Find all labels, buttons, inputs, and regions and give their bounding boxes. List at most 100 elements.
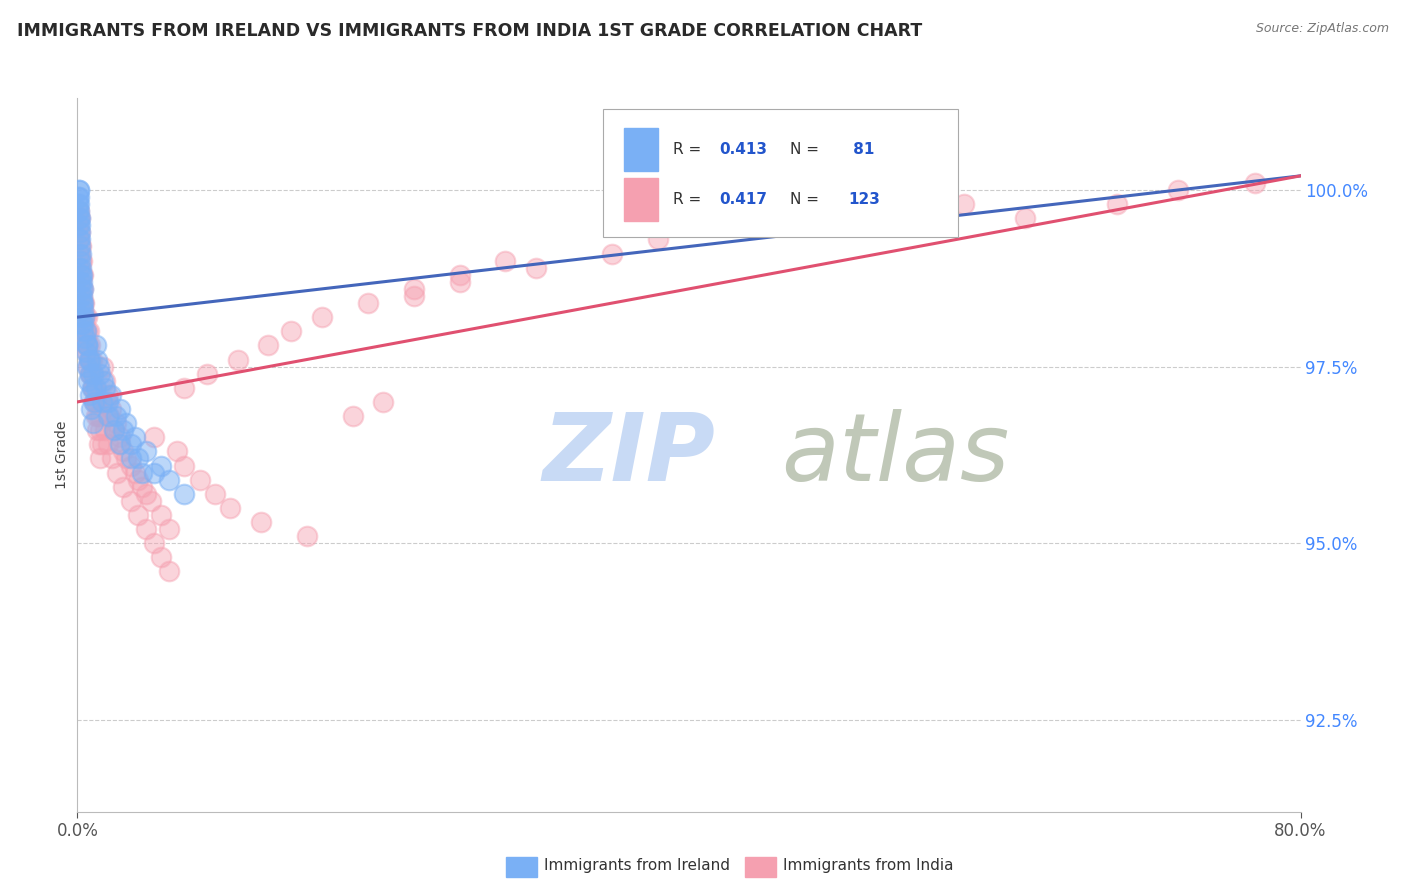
- Text: Immigrants from Ireland: Immigrants from Ireland: [544, 858, 730, 872]
- Point: [76, 324, 98, 338]
- Text: R =: R =: [673, 142, 706, 157]
- Point: [75, 338, 97, 352]
- Point: [72, 303, 94, 318]
- Point: [105, 466, 128, 480]
- Point: [76, 338, 98, 352]
- Point: [90, 395, 112, 409]
- Point: [70, 282, 93, 296]
- Point: [1014, 211, 1036, 226]
- Point: [79, 338, 101, 352]
- Point: [1243, 176, 1265, 190]
- Point: [1167, 183, 1189, 197]
- Point: [69, 260, 91, 275]
- Point: [69, 253, 91, 268]
- Point: [70, 260, 93, 275]
- Point: [79, 367, 101, 381]
- Y-axis label: 1st Grade: 1st Grade: [55, 421, 69, 489]
- Point: [72, 310, 94, 325]
- Point: [77, 352, 100, 367]
- Point: [73, 331, 96, 345]
- Point: [188, 473, 211, 487]
- Point: [157, 522, 180, 536]
- Point: [72, 317, 94, 331]
- Point: [70, 289, 93, 303]
- Point: [67, 190, 90, 204]
- Point: [97, 437, 120, 451]
- Point: [69, 232, 91, 246]
- Point: [800, 204, 823, 219]
- Point: [219, 500, 242, 515]
- Point: [204, 487, 226, 501]
- Point: [69, 225, 91, 239]
- Point: [142, 430, 165, 444]
- Point: [112, 480, 135, 494]
- Point: [108, 437, 131, 451]
- Point: [90, 437, 112, 451]
- Point: [72, 317, 94, 331]
- Point: [150, 508, 173, 522]
- Point: [94, 423, 117, 437]
- Point: [226, 352, 249, 367]
- Point: [67, 225, 90, 239]
- Point: [70, 268, 93, 282]
- Point: [135, 487, 157, 501]
- Point: [103, 423, 125, 437]
- Point: [127, 508, 149, 522]
- Text: 81: 81: [848, 142, 875, 157]
- Point: [142, 466, 165, 480]
- Point: [73, 324, 96, 338]
- Point: [357, 296, 380, 310]
- Point: [70, 275, 93, 289]
- Point: [280, 324, 302, 338]
- Point: [84, 381, 107, 395]
- Point: [157, 473, 180, 487]
- Text: atlas: atlas: [780, 409, 1010, 500]
- Point: [69, 219, 91, 233]
- Point: [76, 338, 98, 352]
- Point: [67, 204, 90, 219]
- Point: [342, 409, 364, 423]
- Point: [142, 536, 165, 550]
- Point: [709, 219, 731, 233]
- Point: [72, 282, 94, 296]
- Point: [173, 487, 195, 501]
- Point: [94, 374, 117, 388]
- Point: [72, 268, 94, 282]
- Point: [69, 268, 91, 282]
- Point: [150, 458, 173, 473]
- Point: [73, 310, 96, 325]
- Text: N =: N =: [790, 142, 820, 157]
- Point: [69, 246, 91, 260]
- Point: [69, 211, 91, 226]
- Point: [103, 423, 125, 437]
- FancyBboxPatch shape: [603, 109, 957, 237]
- Point: [73, 310, 96, 325]
- Text: IMMIGRANTS FROM IRELAND VS IMMIGRANTS FROM INDIA 1ST GRADE CORRELATION CHART: IMMIGRANTS FROM IRELAND VS IMMIGRANTS FR…: [17, 22, 922, 40]
- Point: [82, 381, 104, 395]
- Point: [86, 423, 108, 437]
- Point: [79, 352, 101, 367]
- Point: [86, 395, 108, 409]
- Point: [70, 289, 93, 303]
- Point: [67, 204, 90, 219]
- Point: [79, 388, 101, 402]
- Point: [295, 529, 318, 543]
- Point: [75, 324, 97, 338]
- Point: [101, 451, 124, 466]
- Point: [150, 550, 173, 565]
- Point: [91, 374, 114, 388]
- Point: [72, 282, 94, 296]
- Bar: [624, 178, 658, 221]
- Point: [83, 395, 105, 409]
- Point: [72, 296, 94, 310]
- Text: N =: N =: [790, 192, 820, 207]
- Point: [69, 317, 91, 331]
- Point: [76, 338, 98, 352]
- Point: [82, 367, 104, 381]
- Point: [75, 324, 97, 338]
- Point: [86, 352, 108, 367]
- Point: [257, 338, 280, 352]
- Point: [67, 211, 90, 226]
- Point: [70, 268, 93, 282]
- Point: [89, 423, 111, 437]
